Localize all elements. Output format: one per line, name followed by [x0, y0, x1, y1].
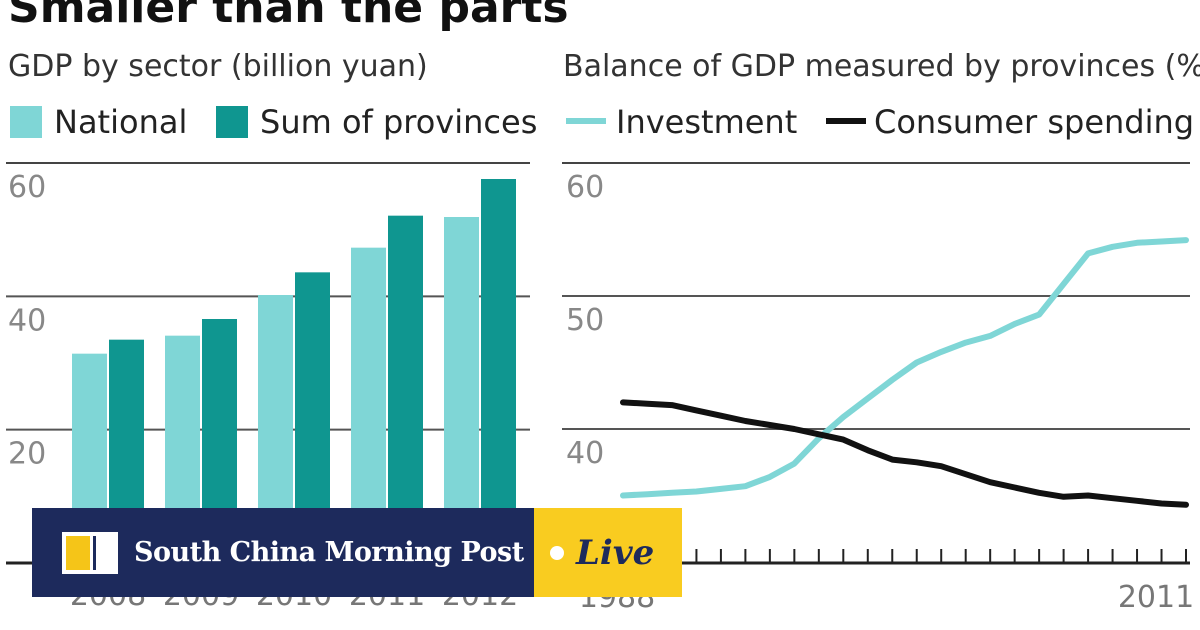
legend-label-investment: Investment — [616, 103, 797, 141]
right-y-tick-label: 50 — [566, 303, 604, 338]
live-dot-icon — [550, 545, 564, 560]
live-button[interactable]: Live — [534, 508, 682, 597]
bar-national-2012 — [444, 217, 479, 563]
bar-sum-of-provinces-2012 — [481, 179, 516, 563]
headline: Smaller than the parts — [8, 0, 569, 33]
legend-label-national: National — [54, 103, 187, 141]
live-label: Live — [576, 532, 655, 573]
line-series-consumer-spending — [620, 399, 1189, 508]
line-series-investment — [620, 237, 1189, 499]
right-y-tick-label: 60 — [566, 170, 604, 205]
left-chart-title: GDP by sector (billion yuan) — [8, 49, 428, 84]
scmp-banner[interactable]: South China Morning Post Live — [32, 508, 682, 597]
left-y-tick-label: 40 — [8, 303, 46, 338]
scmp-brand-area[interactable]: South China Morning Post — [32, 508, 534, 597]
legend-label-consumer-spending: Consumer spending — [874, 103, 1194, 141]
legend-swatch-national — [10, 106, 42, 138]
left-y-tick-label: 20 — [8, 437, 46, 472]
legend-swatch-sum-of-provinces — [216, 106, 248, 138]
scmp-brand-name: South China Morning Post — [134, 537, 524, 568]
scmp-logo-icon — [62, 531, 118, 574]
right-y-tick-label: 40 — [566, 436, 604, 471]
legend-label-sum-of-provinces: Sum of provinces — [260, 103, 537, 141]
right-x-tick-label-end: 2011 — [1118, 580, 1194, 615]
bar-sum-of-provinces-2011 — [388, 215, 423, 563]
left-y-tick-label: 60 — [8, 170, 46, 205]
right-chart-title: Balance of GDP measured by provinces (%) — [563, 49, 1200, 84]
